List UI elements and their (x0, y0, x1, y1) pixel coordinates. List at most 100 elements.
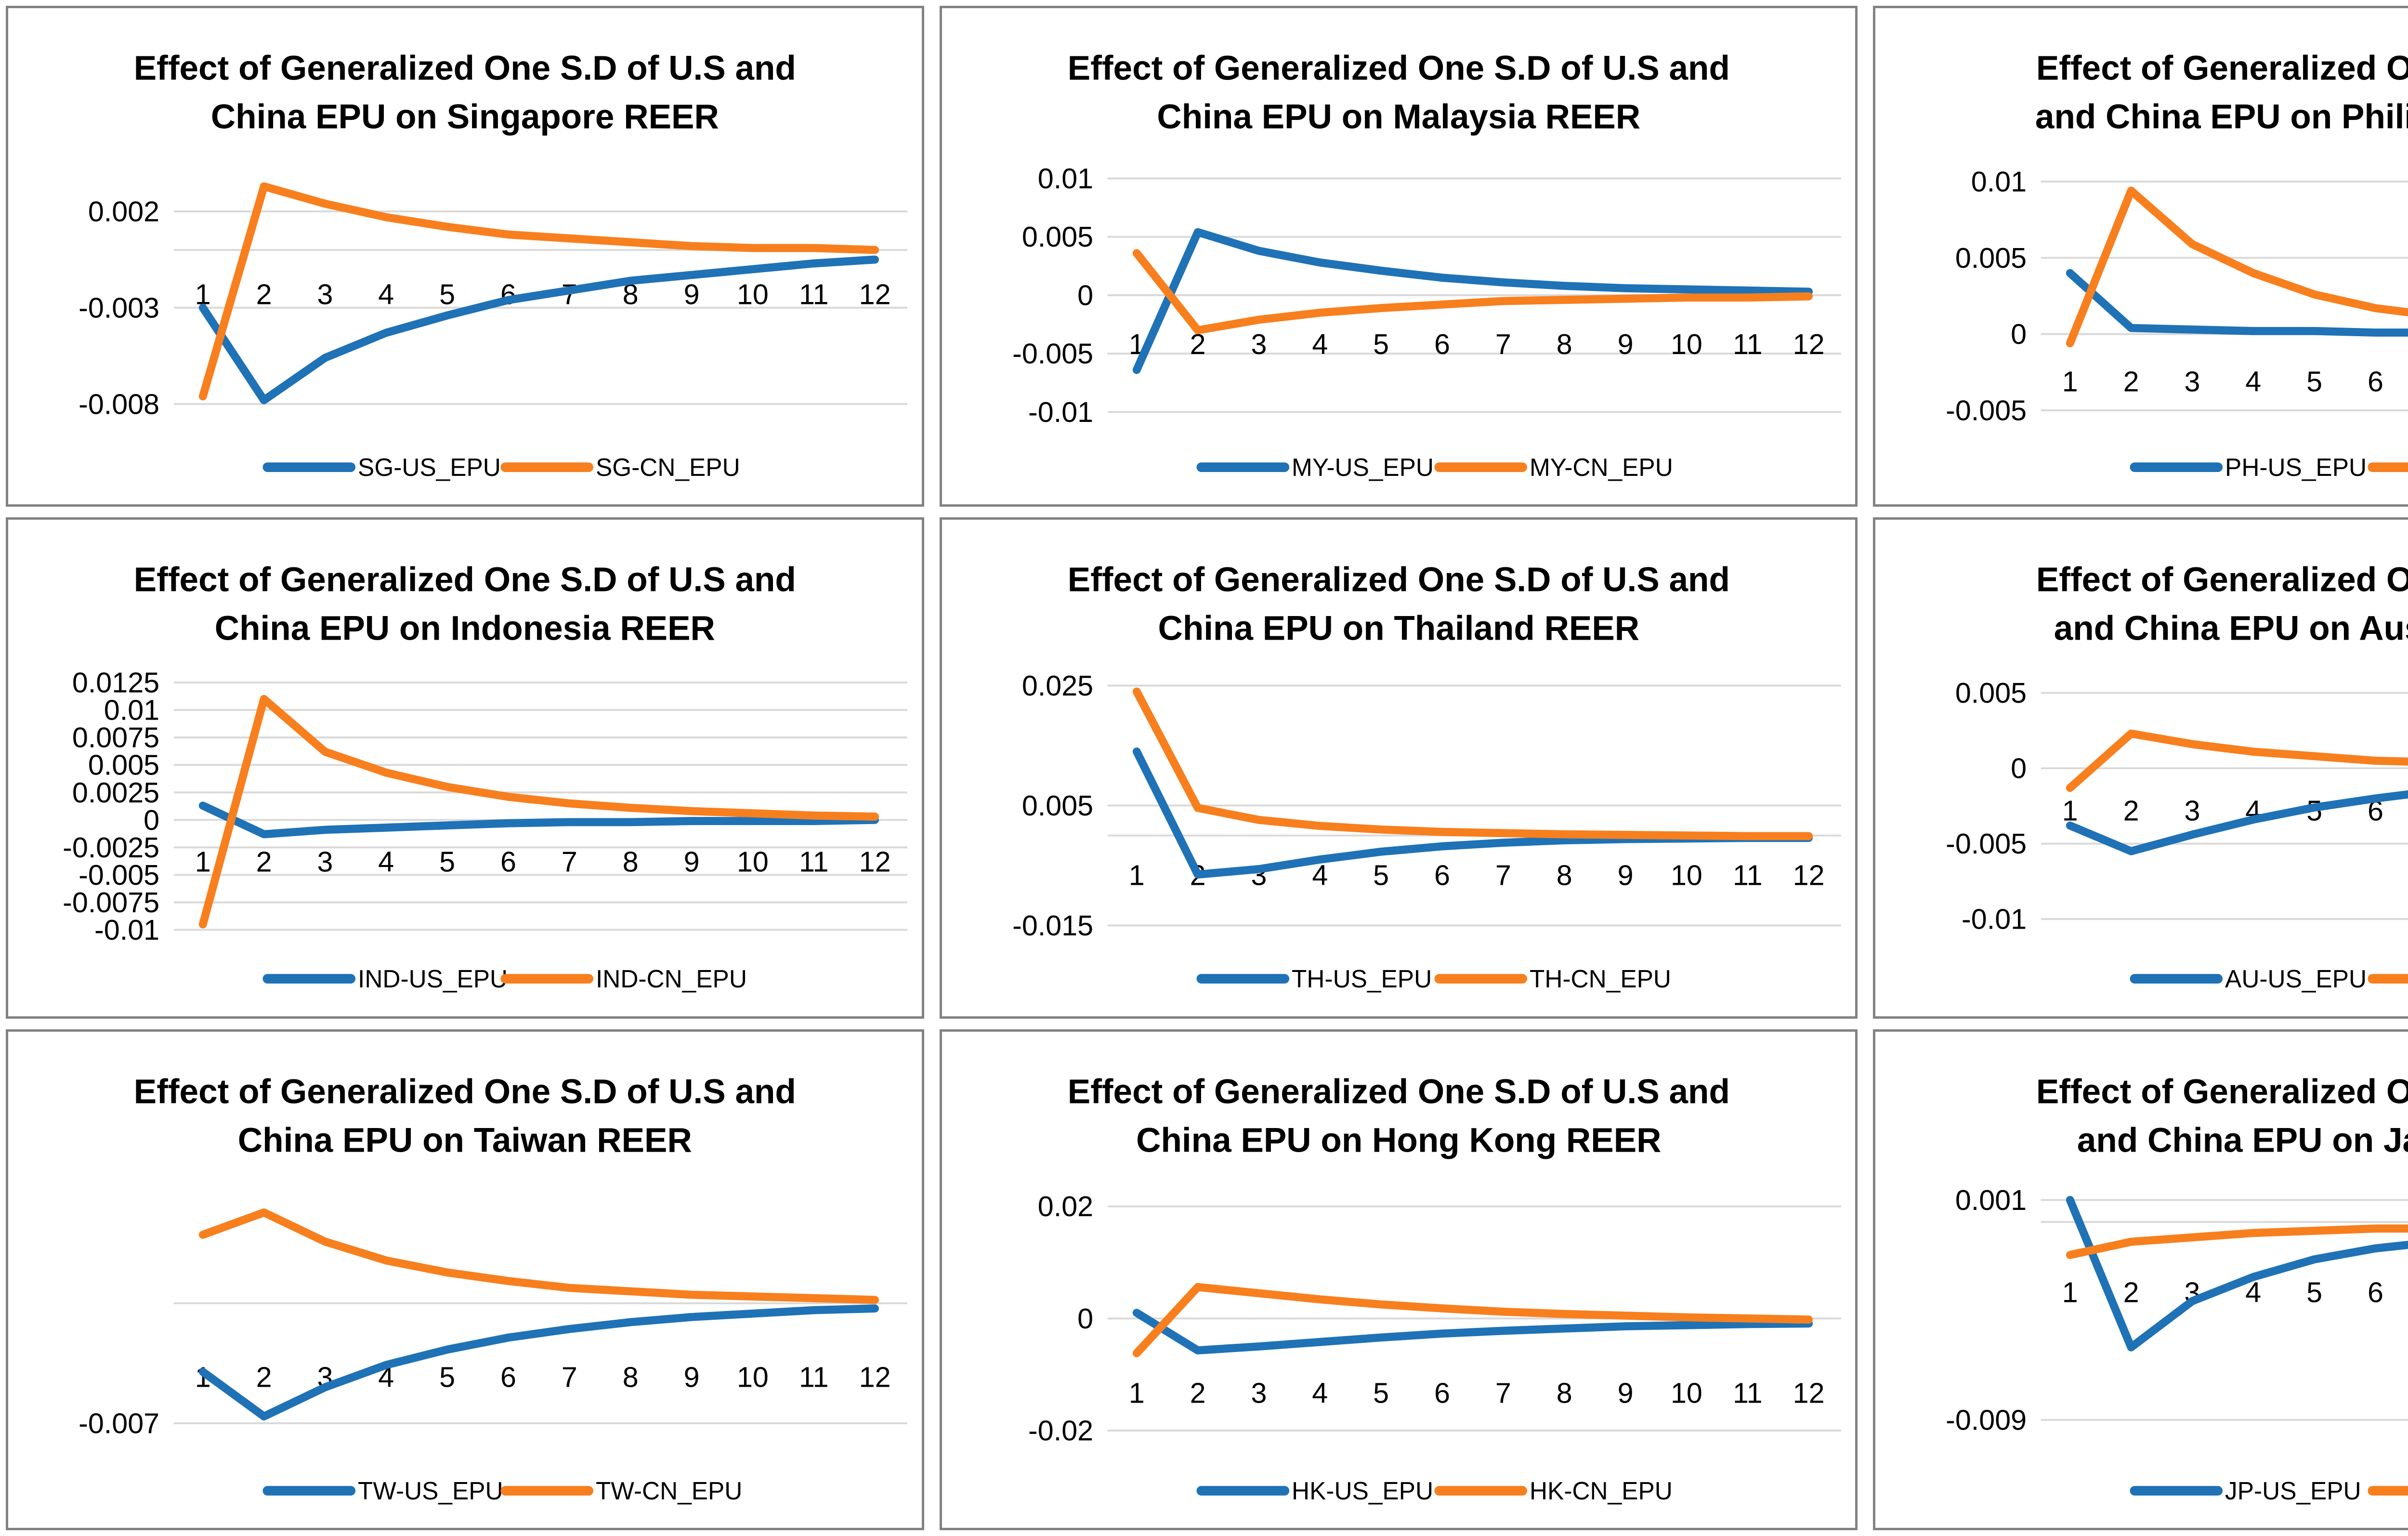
y-axis-tick-label: 0.0025 (72, 776, 159, 809)
legend-label-HK-CN_EPU: HK-CN_EPU (1530, 1477, 1673, 1505)
series-line-HK-US_EPU (1132, 1308, 1813, 1354)
x-axis-tick-label: 9 (1617, 1377, 1633, 1409)
chart-panel-malaysia: 0.01 0.005 0 -0.005 -0.01 1 2 3 4 5 6 7 8 9 10 11 12 Effe… (939, 6, 1858, 507)
x-axis-tick-label: 12 (859, 278, 891, 310)
legend-label-PH-US_EPU: PH-US_EPU (2225, 453, 2367, 481)
x-axis-tick-label: 2 (2123, 1276, 2139, 1308)
y-axis-tick-label: 0 (1077, 279, 1093, 311)
x-axis-tick-label: 10 (1671, 859, 1702, 892)
series-line-AU-US_EPU (2066, 790, 2408, 856)
x-axis-tick-label: 8 (1556, 859, 1572, 892)
y-axis-tick-label: 0.002 (88, 195, 159, 227)
y-axis-tick-label: -0.007 (79, 1407, 159, 1439)
legend-label-SG-CN_EPU: SG-CN_EPU (596, 453, 740, 481)
x-axis-tick-label: 3 (2185, 795, 2200, 827)
legend-label-TW-CN_EPU: TW-CN_EPU (596, 1477, 742, 1505)
x-axis-tick-label: 5 (1373, 1377, 1389, 1409)
y-axis-tick-label: 0.005 (88, 749, 159, 781)
x-axis-tick-label: 8 (1556, 1377, 1572, 1409)
chart-panel-hongkong: 0.02 0 -0.02 1 2 3 4 5 6 7 8 9 10 11 12 Effect of Gener… (939, 1029, 1858, 1530)
y-axis-tick-label: -0.01 (94, 914, 159, 946)
legend-label-MY-US_EPU: MY-US_EPU (1292, 453, 1434, 481)
x-axis-tick-label: 10 (1671, 328, 1702, 360)
x-axis-tick-label: 6 (1434, 1377, 1450, 1409)
y-axis-tick-label: 0 (2011, 752, 2027, 785)
x-axis-tick-label: 6 (1434, 328, 1450, 360)
x-axis-tick-label: 7 (1495, 328, 1511, 360)
y-axis-tick-label: -0.015 (1012, 909, 1093, 942)
x-axis-tick-label: 10 (737, 1361, 769, 1393)
legend-label-SG-US_EPU: SG-US_EPU (358, 453, 501, 481)
x-axis-tick-label: 9 (684, 846, 700, 878)
x-axis-tick-label: 9 (684, 278, 700, 310)
x-axis-tick-label: 7 (562, 1361, 577, 1393)
chart-title-line2: China EPU on Malaysia REER (1157, 98, 1640, 136)
y-axis-tick-label: 0 (1077, 1302, 1093, 1334)
legend-label-JP-US_EPU: JP-US_EPU (2225, 1477, 2361, 1505)
x-axis-tick-label: 2 (256, 1361, 272, 1393)
x-axis-tick-label: 6 (2368, 1276, 2383, 1308)
y-axis-tick-label: -0.005 (1012, 338, 1093, 370)
chart-title-line2: China EPU on Singapore REER (211, 98, 719, 136)
x-axis-tick-label: 4 (1312, 1377, 1328, 1409)
series-line-MY-US_EPU (1132, 228, 1813, 374)
y-axis-tick-label: 0.0075 (72, 722, 159, 754)
x-axis-tick-label: 6 (500, 846, 516, 878)
y-axis-tick-label: -0.02 (1028, 1414, 1093, 1446)
chart-title-line2: and China EPU on Japan REER (2077, 1121, 2408, 1159)
y-axis-tick-label: -0.005 (1946, 394, 2027, 426)
series-line-SG-CN_EPU (198, 182, 879, 401)
series-line-PH-CN_EPU (2066, 186, 2408, 348)
series-line-HK-CN_EPU (1132, 1283, 1813, 1357)
x-axis-tick-label: 8 (623, 846, 639, 878)
chart-title-line2: and China EPU on Australia REER (2054, 610, 2408, 648)
chart-panel-indonesia: 0.0125 0.01 0.0075 0.005 0.0025 0 -0.0025 -0.00… (6, 517, 924, 1019)
x-axis-tick-label: 5 (439, 278, 455, 310)
x-axis-tick-label: 8 (623, 1361, 639, 1393)
series-line-AU-CN_EPU (2066, 729, 2408, 792)
x-axis-tick-label: 5 (2306, 365, 2322, 397)
x-axis-tick-label: 11 (1733, 859, 1763, 892)
chart-panel-thailand: 0.025 0.005 -0.015 1 2 3 4 5 6 7 8 9 10 11 12 Effect of… (939, 517, 1858, 1019)
chart-title-line2: China EPU on Taiwan REER (238, 1121, 692, 1159)
y-axis-tick-label: 0.02 (1037, 1190, 1093, 1222)
x-axis-tick-label: 5 (439, 1361, 455, 1393)
x-axis-tick-label: 12 (859, 1361, 891, 1393)
series-line-MY-CN_EPU (1132, 249, 1813, 335)
y-axis-tick-label: 0.001 (1955, 1183, 2027, 1216)
y-axis-tick-label: 0.01 (1971, 165, 2027, 197)
chart-title-line1: Effect of Generalized One S.D of U.S and (134, 561, 796, 599)
x-axis-tick-label: 8 (1556, 328, 1572, 360)
y-axis-tick-label: -0.005 (79, 859, 159, 891)
y-axis-tick-label: -0.01 (1962, 903, 2027, 935)
chart-title-line2: and China EPU on Philippines REER (2035, 98, 2408, 136)
legend-label-HK-US_EPU: HK-US_EPU (1292, 1477, 1433, 1505)
chart-panel-japan: 0.001-0.009123456789101112Effect of Gene… (1873, 1029, 2408, 1530)
series-line-JP-US_EPU (2066, 1195, 2408, 1352)
series-line-TW-CN_EPU (198, 1208, 879, 1304)
x-axis-tick-label: 7 (562, 846, 577, 878)
x-axis-tick-label: 2 (1190, 1377, 1205, 1409)
x-axis-tick-label: 1 (1128, 859, 1144, 892)
series-line-TH-CN_EPU (1132, 687, 1813, 840)
x-axis-tick-label: 11 (799, 846, 829, 878)
x-axis-tick-label: 2 (2123, 365, 2139, 397)
y-axis-tick-label: -0.009 (1946, 1404, 2027, 1436)
x-axis-tick-label: 9 (1617, 328, 1633, 360)
legend-label-MY-CN_EPU: MY-CN_EPU (1530, 453, 1673, 481)
y-axis-tick-label: 0.01 (1037, 162, 1093, 195)
x-axis-tick-label: 11 (1733, 328, 1763, 360)
x-axis-tick-label: 12 (859, 846, 891, 878)
chart-title-line1: Effect of Generalized One S.D of U.S and (1067, 1073, 1729, 1111)
x-axis-tick-label: 4 (1312, 328, 1328, 360)
y-axis-tick-label: 0.01 (104, 694, 159, 726)
x-axis-tick-label: 10 (737, 278, 769, 310)
chart-indonesia: 0.01250.010.00750.0050.00250-0.0025-0.00… (63, 561, 908, 993)
x-axis-tick-label: 6 (2368, 365, 2383, 397)
y-axis-tick-label: 0.0125 (72, 667, 159, 699)
series-line-PH-US_EPU (2066, 269, 2408, 337)
